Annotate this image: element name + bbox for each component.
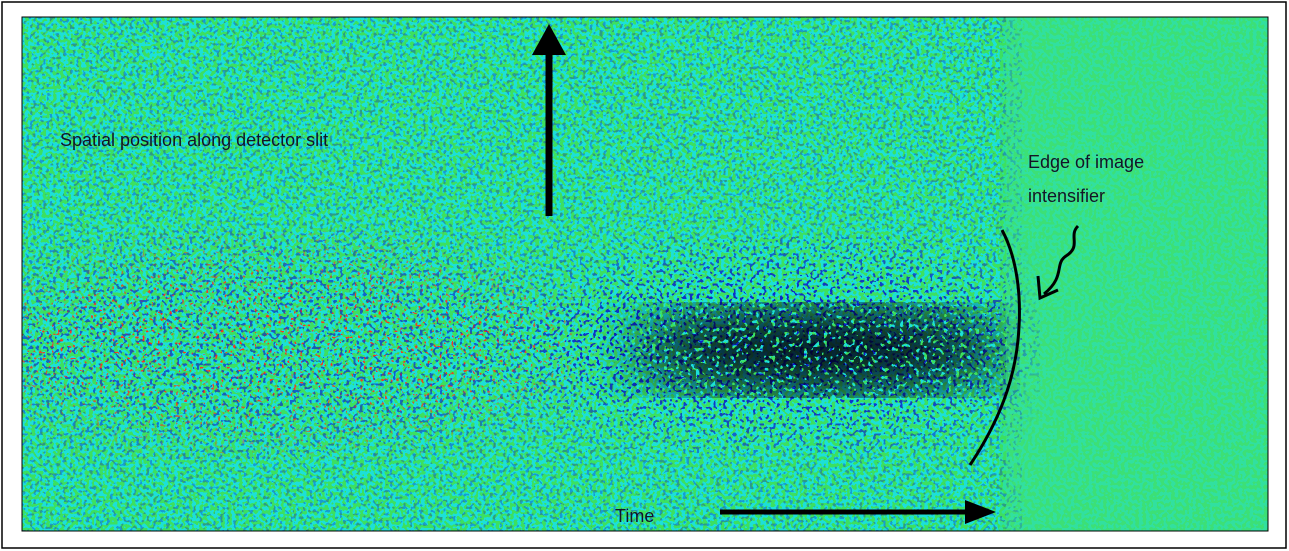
- annotations: Spatial position along detector slit Edg…: [60, 24, 1144, 526]
- edge-pointer-head: [1036, 275, 1059, 301]
- edge-label: Edge of image: [1028, 152, 1144, 172]
- detector-image: [22, 17, 1268, 531]
- time-arrow-head: [965, 500, 996, 524]
- beyond-edge: [1006, 17, 1268, 531]
- bright-region: [22, 200, 602, 500]
- edge-pointer: [1043, 224, 1080, 296]
- edge-label: intensifier: [1028, 186, 1105, 206]
- time-label: Time: [615, 506, 654, 526]
- spatial-label: Spatial position along detector slit: [60, 130, 328, 150]
- edge-line: [968, 229, 1021, 466]
- image-frame: [21, 16, 1269, 532]
- dark-region: [600, 280, 1020, 420]
- spatial-arrow-head: [532, 24, 566, 55]
